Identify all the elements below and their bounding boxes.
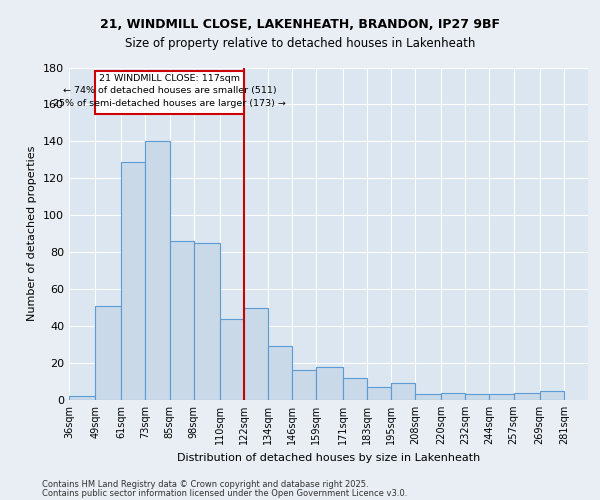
Text: ← 74% of detached houses are smaller (511): ← 74% of detached houses are smaller (51… [63,86,277,95]
Bar [244,308,268,400]
X-axis label: Distribution of detached houses by size in Lakenheath: Distribution of detached houses by size … [177,452,480,462]
Bar [69,396,95,400]
Bar [170,241,194,400]
Bar [194,243,220,400]
Bar [145,142,170,400]
Bar [490,394,514,400]
Bar [391,384,415,400]
Bar [268,346,292,400]
Text: 25% of semi-detached houses are larger (173) →: 25% of semi-detached houses are larger (… [53,99,286,108]
Bar [316,367,343,400]
FancyBboxPatch shape [95,71,244,114]
Text: Contains public sector information licensed under the Open Government Licence v3: Contains public sector information licen… [42,488,407,498]
Bar [367,387,391,400]
Y-axis label: Number of detached properties: Number of detached properties [28,146,37,322]
Bar [220,318,244,400]
Text: Size of property relative to detached houses in Lakenheath: Size of property relative to detached ho… [125,38,475,51]
Bar [121,162,145,400]
Bar [292,370,316,400]
Bar [343,378,367,400]
Bar [95,306,121,400]
Bar [465,394,490,400]
Text: 21 WINDMILL CLOSE: 117sqm: 21 WINDMILL CLOSE: 117sqm [99,74,240,83]
Bar [415,394,441,400]
Text: 21, WINDMILL CLOSE, LAKENHEATH, BRANDON, IP27 9BF: 21, WINDMILL CLOSE, LAKENHEATH, BRANDON,… [100,18,500,30]
Bar [514,392,540,400]
Bar [540,391,564,400]
Text: Contains HM Land Registry data © Crown copyright and database right 2025.: Contains HM Land Registry data © Crown c… [42,480,368,489]
Bar [441,392,465,400]
